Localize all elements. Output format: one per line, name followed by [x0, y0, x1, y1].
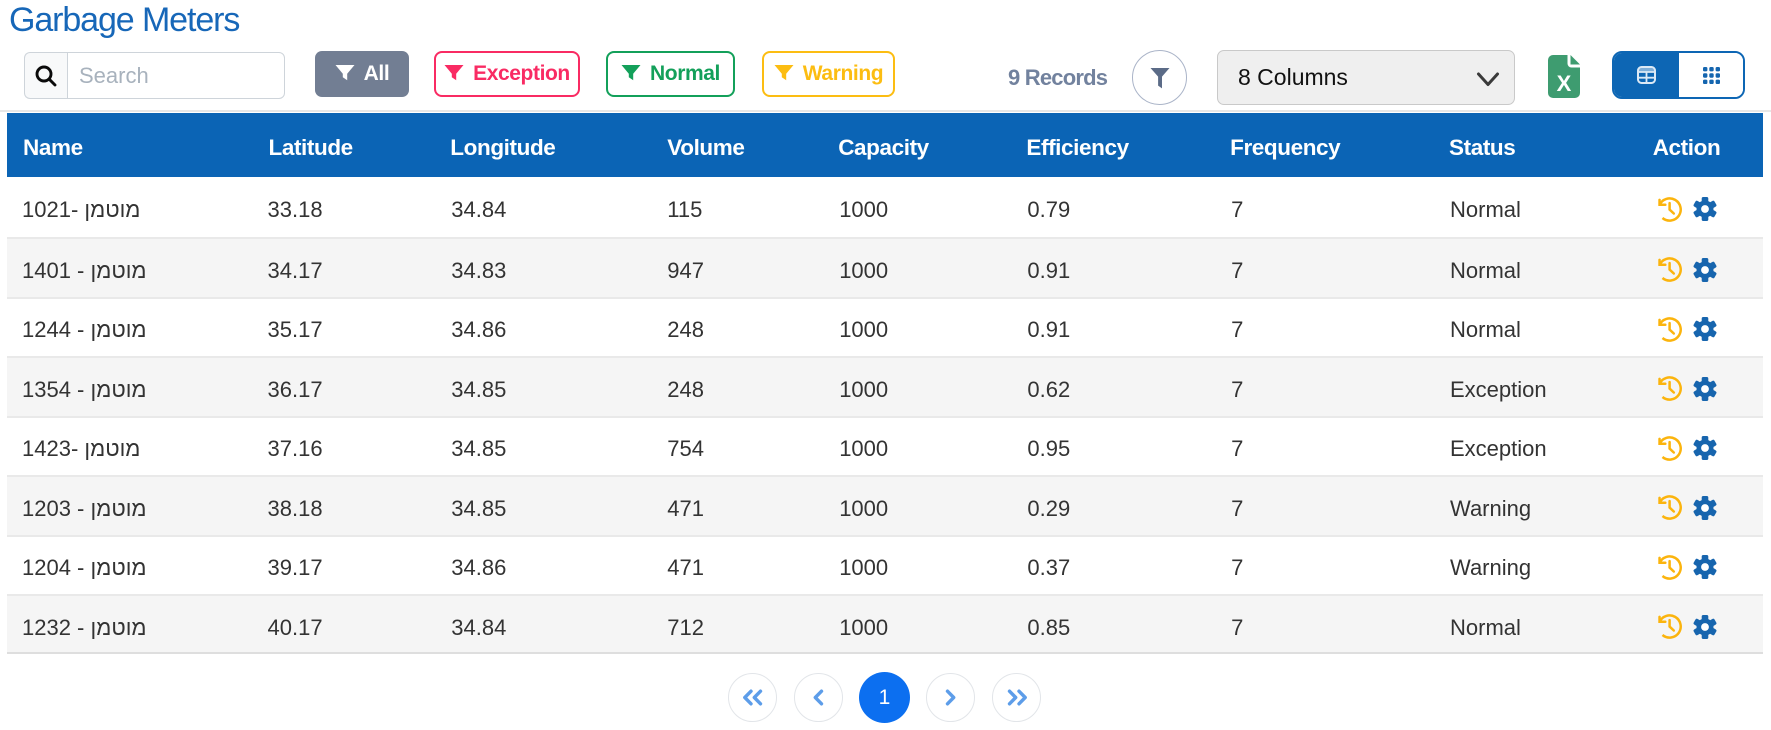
svg-text:X: X: [1557, 71, 1572, 96]
